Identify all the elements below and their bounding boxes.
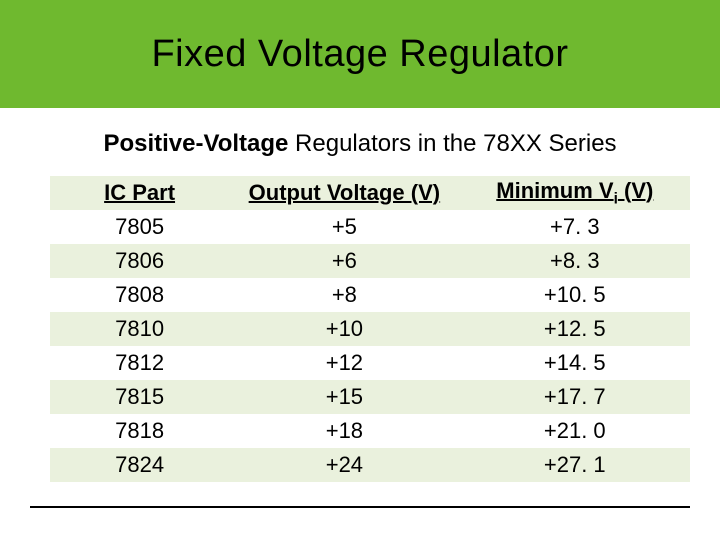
table-row: 7818+18+21. 0 bbox=[50, 414, 690, 448]
table-row: 7812+12+14. 5 bbox=[50, 346, 690, 380]
subtitle-bold: Positive-Voltage bbox=[103, 130, 288, 157]
cell-part: 7806 bbox=[50, 244, 229, 278]
subtitle-rest: Regulators in the 78XX Series bbox=[288, 130, 616, 157]
cell-part: 7810 bbox=[50, 312, 229, 346]
bottom-rule bbox=[30, 506, 690, 508]
col-header-vout: Output Voltage (V) bbox=[229, 176, 459, 210]
cell-vout: +6 bbox=[229, 244, 459, 278]
cell-vin_min: +12. 5 bbox=[460, 312, 690, 346]
table-row: 7815+15+17. 7 bbox=[50, 380, 690, 414]
cell-vin_min: +14. 5 bbox=[460, 346, 690, 380]
cell-part: 7812 bbox=[50, 346, 229, 380]
cell-vout: +24 bbox=[229, 448, 459, 482]
cell-vout: +12 bbox=[229, 346, 459, 380]
cell-vin_min: +17. 7 bbox=[460, 380, 690, 414]
cell-vout: +5 bbox=[229, 210, 459, 244]
table-row: 7805+5+7. 3 bbox=[50, 210, 690, 244]
table-row: 7808+8+10. 5 bbox=[50, 278, 690, 312]
cell-vin_min: +27. 1 bbox=[460, 448, 690, 482]
cell-vout: +10 bbox=[229, 312, 459, 346]
col-header-part: IC Part bbox=[50, 176, 229, 210]
cell-vout: +18 bbox=[229, 414, 459, 448]
cell-part: 7808 bbox=[50, 278, 229, 312]
slide-title: Fixed Voltage Regulator bbox=[151, 33, 568, 76]
cell-part: 7805 bbox=[50, 210, 229, 244]
col-header-vinmin: Minimum Vi (V) bbox=[460, 176, 690, 210]
regulators-table: IC Part Output Voltage (V) Minimum Vi (V… bbox=[50, 176, 690, 482]
table-row: 7824+24+27. 1 bbox=[50, 448, 690, 482]
cell-vout: +8 bbox=[229, 278, 459, 312]
cell-vin_min: +8. 3 bbox=[460, 244, 690, 278]
cell-part: 7818 bbox=[50, 414, 229, 448]
table-row: 7810+10+12. 5 bbox=[50, 312, 690, 346]
table-header-row: IC Part Output Voltage (V) Minimum Vi (V… bbox=[50, 176, 690, 210]
cell-part: 7815 bbox=[50, 380, 229, 414]
cell-part: 7824 bbox=[50, 448, 229, 482]
table-body: 7805+5+7. 37806+6+8. 37808+8+10. 57810+1… bbox=[50, 210, 690, 482]
table-row: 7806+6+8. 3 bbox=[50, 244, 690, 278]
subtitle: Positive-Voltage Regulators in the 78XX … bbox=[0, 130, 720, 158]
title-bar: Fixed Voltage Regulator bbox=[0, 0, 720, 108]
cell-vin_min: +7. 3 bbox=[460, 210, 690, 244]
table-container: IC Part Output Voltage (V) Minimum Vi (V… bbox=[0, 176, 720, 482]
cell-vin_min: +21. 0 bbox=[460, 414, 690, 448]
cell-vin_min: +10. 5 bbox=[460, 278, 690, 312]
cell-vout: +15 bbox=[229, 380, 459, 414]
